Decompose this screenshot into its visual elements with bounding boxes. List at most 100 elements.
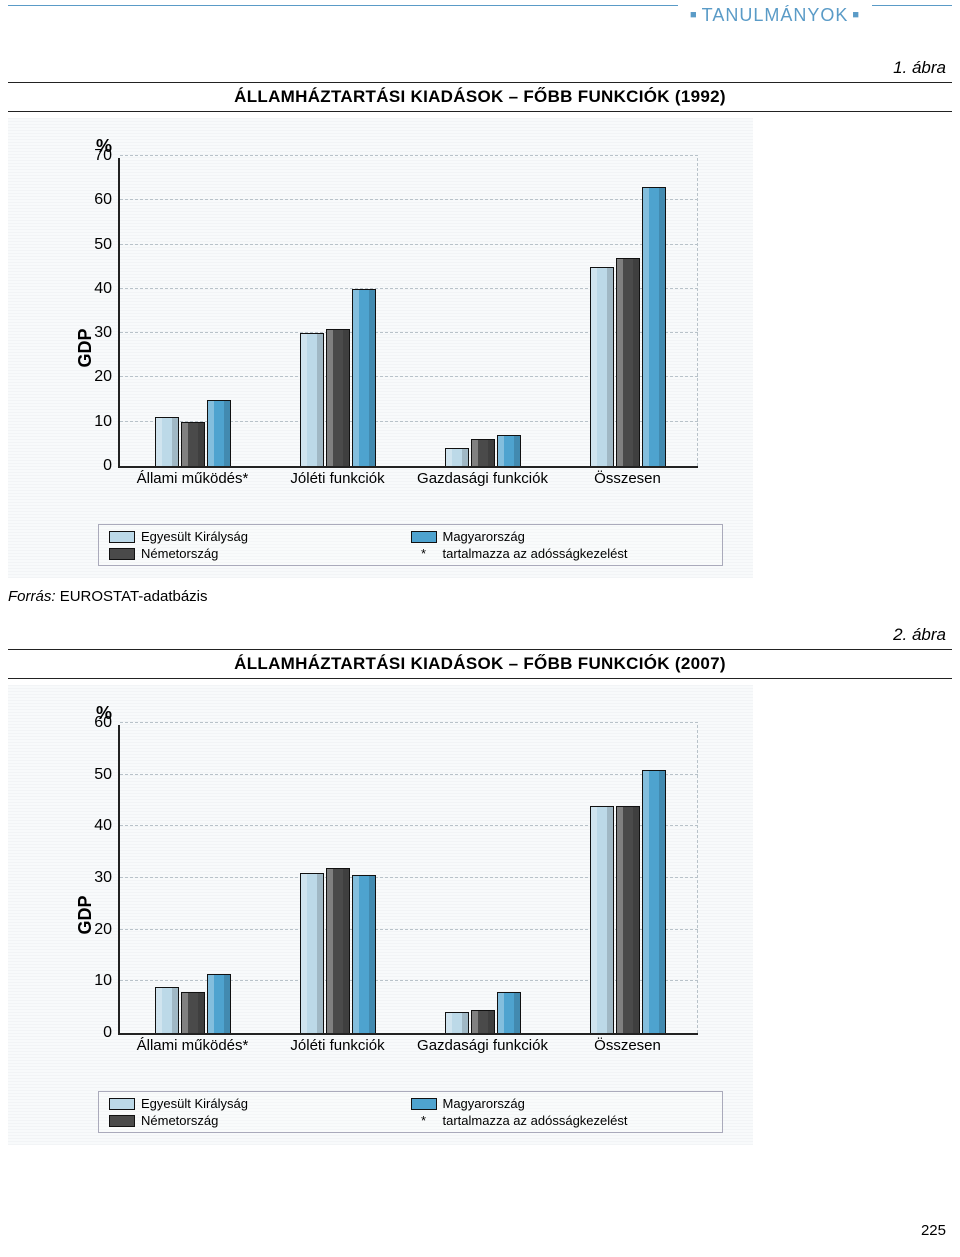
bar: [590, 806, 614, 1033]
bar-group: [155, 400, 231, 466]
legend-label: Egyesült Királyság: [141, 1096, 248, 1111]
bar-group: [590, 187, 666, 466]
legend-note-symbol: *: [411, 546, 437, 561]
y-tick-label: 50: [94, 236, 112, 254]
bar-group: [445, 992, 521, 1033]
bar: [590, 267, 614, 466]
y-tick-label: 10: [94, 413, 112, 431]
bar: [326, 329, 350, 466]
bar: [300, 873, 324, 1033]
y-tick-label: 0: [103, 1024, 112, 1042]
x-tick-label: Jóléti funkciók: [290, 1037, 384, 1054]
bar: [352, 289, 376, 466]
bar: [642, 187, 666, 466]
bar: [497, 435, 521, 466]
gridline: [120, 155, 698, 156]
legend-label: Németország: [141, 1113, 218, 1128]
gridline: [120, 722, 698, 723]
legend-note: * tartalmazza az adósságkezelést: [411, 1113, 713, 1128]
bar: [445, 448, 469, 466]
legend: Egyesült Királyság Németország Magyarorszá…: [98, 524, 723, 566]
legend-item: Németország: [109, 546, 411, 561]
legend-swatch: [109, 531, 135, 543]
y-tick-label: 30: [94, 324, 112, 342]
legend-item: Németország: [109, 1113, 411, 1128]
section-heading: TANULMÁNYOK: [678, 5, 872, 26]
header-rule: TANULMÁNYOK: [8, 5, 952, 6]
legend-label: Egyesült Királyság: [141, 529, 248, 544]
legend-item: Magyarország: [411, 1096, 713, 1111]
bar: [155, 417, 179, 466]
x-tick-label: Gazdasági funkciók: [417, 470, 548, 487]
y-tick-label: 60: [94, 191, 112, 209]
figure-1-title-wrap: ÁLLAMHÁZTARTÁSI KIADÁSOK – FŐBB FUNKCIÓK…: [8, 82, 952, 112]
plot-area: 010203040506070Állami működés*Jóléti fun…: [118, 158, 698, 468]
plot-right-border: [697, 158, 698, 466]
y-tick-label: 20: [94, 921, 112, 939]
y-tick-label: 50: [94, 766, 112, 784]
legend-label: Németország: [141, 546, 218, 561]
x-tick-label: Jóléti funkciók: [290, 470, 384, 487]
bar: [642, 770, 666, 1034]
bar: [207, 974, 231, 1033]
legend-note-symbol: *: [411, 1113, 437, 1128]
bar: [155, 987, 179, 1034]
source-value: EUROSTAT-adatbázis: [60, 588, 208, 605]
x-tick-label: Állami működés*: [137, 1037, 249, 1054]
y-axis-label: GDP: [75, 895, 96, 934]
x-tick-label: Összesen: [594, 470, 661, 487]
x-tick-label: Állami működés*: [137, 470, 249, 487]
bar: [471, 1010, 495, 1033]
y-tick-label: 40: [94, 817, 112, 835]
legend-item: Magyarország: [411, 529, 713, 544]
legend-note-text: tartalmazza az adósságkezelést: [443, 1113, 628, 1128]
chart-1: %GDP010203040506070Állami működés*Jóléti…: [8, 118, 753, 578]
legend-swatch: [411, 531, 437, 543]
bar: [300, 333, 324, 466]
y-tick-label: 70: [94, 147, 112, 165]
bar: [445, 1012, 469, 1033]
bar: [181, 422, 205, 466]
y-tick-label: 60: [94, 714, 112, 732]
bar: [497, 992, 521, 1033]
chart-2: %GDP0102030405060Állami működés*Jóléti f…: [8, 685, 753, 1145]
bar: [181, 992, 205, 1033]
bar: [616, 806, 640, 1033]
figure-1-title: ÁLLAMHÁZTARTÁSI KIADÁSOK – FŐBB FUNKCIÓK…: [234, 87, 726, 106]
figure-2-title-wrap: ÁLLAMHÁZTARTÁSI KIADÁSOK – FŐBB FUNKCIÓK…: [8, 649, 952, 679]
y-tick-label: 20: [94, 368, 112, 386]
bar-group: [300, 868, 376, 1033]
legend-label: Magyarország: [443, 529, 525, 544]
bar-group: [445, 435, 521, 466]
bar: [207, 400, 231, 466]
x-tick-label: Gazdasági funkciók: [417, 1037, 548, 1054]
x-tick-label: Összesen: [594, 1037, 661, 1054]
plot-right-border: [697, 725, 698, 1033]
page-number: 225: [921, 1222, 946, 1239]
bar: [471, 439, 495, 466]
legend-label: Magyarország: [443, 1096, 525, 1111]
figure-1: 1. ábra ÁLLAMHÁZTARTÁSI KIADÁSOK – FŐBB …: [8, 58, 952, 605]
legend-swatch: [109, 1115, 135, 1127]
figure-2-caption: 2. ábra: [8, 625, 952, 645]
legend: Egyesült Királyság Németország Magyarorszá…: [98, 1091, 723, 1133]
y-tick-label: 0: [103, 457, 112, 475]
bar-group: [155, 974, 231, 1033]
legend-note: * tartalmazza az adósságkezelést: [411, 546, 713, 561]
bar-group: [590, 770, 666, 1034]
y-tick-label: 40: [94, 280, 112, 298]
legend-note-text: tartalmazza az adósságkezelést: [443, 546, 628, 561]
legend-item: Egyesült Királyság: [109, 1096, 411, 1111]
figure-1-caption: 1. ábra: [8, 58, 952, 78]
bar-group: [300, 289, 376, 466]
bar: [352, 875, 376, 1033]
figure-1-source: Forrás: EUROSTAT-adatbázis: [8, 588, 952, 605]
bar: [616, 258, 640, 466]
source-label: Forrás:: [8, 588, 56, 605]
legend-swatch: [109, 548, 135, 560]
plot-area: 0102030405060Állami működés*Jóléti funkc…: [118, 725, 698, 1035]
figure-2: 2. ábra ÁLLAMHÁZTARTÁSI KIADÁSOK – FŐBB …: [8, 625, 952, 1145]
y-axis-label: GDP: [75, 328, 96, 367]
legend-swatch: [109, 1098, 135, 1110]
y-tick-label: 10: [94, 972, 112, 990]
